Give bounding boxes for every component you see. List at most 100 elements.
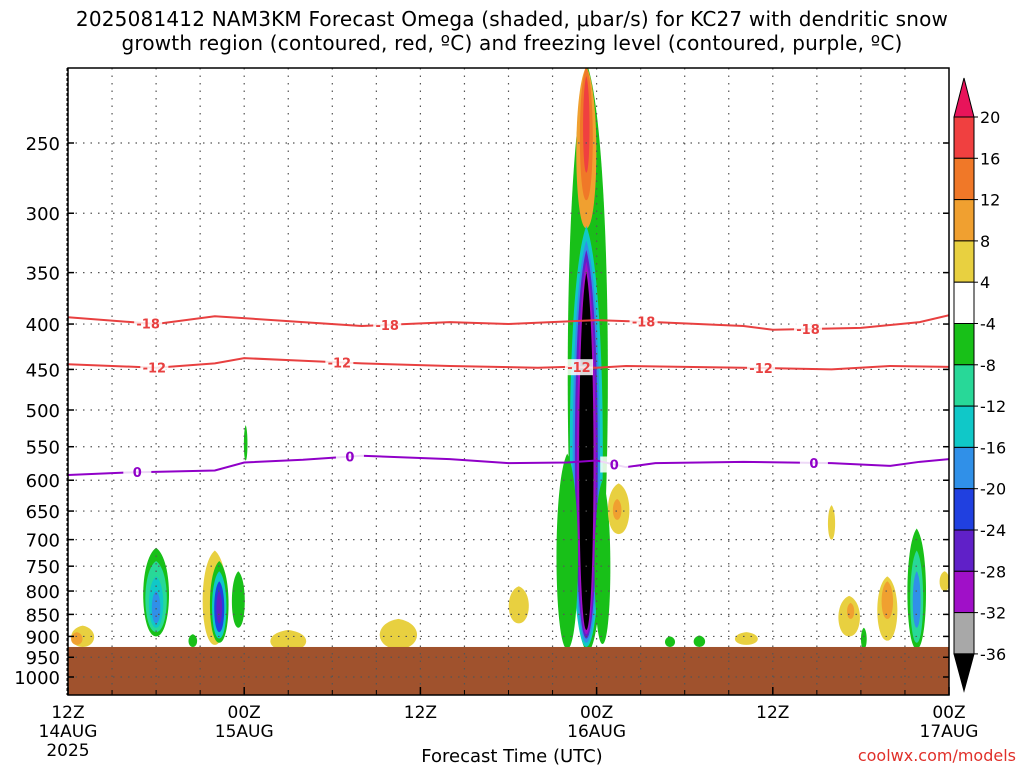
colorbar-label: -8 (980, 356, 996, 375)
y-tick-label-800: 800 (26, 582, 60, 603)
y-tick-label-400: 400 (26, 315, 60, 336)
colorbar-swatch-7 (953, 364, 975, 407)
x-tick-label-time: 12Z (756, 703, 789, 723)
colorbar-swatch-1 (953, 116, 975, 159)
y-tick-label-450: 450 (26, 360, 60, 381)
y-tick-label-500: 500 (26, 401, 60, 422)
y-tick-label-350: 350 (26, 264, 60, 285)
colorbar-bottom-arrow (953, 653, 975, 693)
chart-title-line-1: 2025081412 NAM3KM Forecast Omega (shaded… (75, 7, 949, 31)
chart-title-line-2: growth region (contoured, red, ºC) and f… (121, 31, 903, 55)
omega-cell-5-green (860, 627, 867, 650)
colorbar-swatch-8 (953, 405, 975, 448)
colorbar-swatch-5 (953, 281, 975, 325)
y-tick-label-250: 250 (26, 134, 60, 155)
omega-lobe-right (594, 480, 611, 645)
omega-fringe-8 (188, 634, 198, 647)
omega-cell-7-yellow (939, 571, 949, 592)
contour-label-bg (140, 359, 169, 376)
contour-label--12: -12 (328, 356, 352, 371)
omega-cell-1-sky (151, 591, 161, 624)
colorbar-swatch-9 (953, 446, 975, 490)
grid-layer (68, 68, 949, 695)
colorbar-label: 20 (980, 108, 1000, 127)
x-tick-label-time: 12Z (404, 703, 437, 723)
colorbar-label: 12 (980, 191, 1000, 210)
omega-fringe-4 (508, 586, 529, 624)
omega-cell-2-side (231, 571, 245, 628)
y-tick-label-600: 600 (26, 471, 60, 492)
terrain-below-surface (68, 646, 949, 695)
x-tick-label-date: 16AUG (567, 722, 626, 742)
omega-column-top-red (583, 75, 590, 173)
contour-label-0: 0 (809, 457, 818, 472)
omega-lobe-gold-right (612, 499, 622, 520)
colorbar-label: -20 (980, 480, 1006, 499)
y-tick-label-750: 750 (26, 557, 60, 578)
y-tick-label-900: 900 (26, 627, 60, 648)
omega-lobe-left (556, 453, 578, 650)
y-tick-label-550: 550 (26, 438, 60, 459)
x-tick-label-date: 17AUG (920, 722, 979, 742)
y-tick-label-850: 850 (26, 605, 60, 626)
colorbar-label: -36 (980, 645, 1006, 664)
contour-label-bg (564, 359, 593, 376)
omega-cell-4-gold (881, 581, 894, 619)
colorbar: 20 16 12 8 4 -4 -8 -12 -16 -20 -24 -28 -32 -36 (953, 77, 1006, 693)
contour-label--12: -12 (567, 361, 591, 376)
contour-label-bg (747, 360, 776, 377)
omega-fringe-3 (379, 618, 418, 650)
x-tick-label-date: 14AUG (39, 722, 98, 742)
contour-label--18: -18 (375, 319, 399, 334)
y-tick-label-950: 950 (26, 648, 60, 669)
contour-label-0: 0 (133, 466, 142, 481)
contour-label-bg (629, 313, 658, 330)
colorbar-label: -28 (980, 562, 1006, 581)
colorbar-label: -4 (980, 315, 996, 334)
contour--12 (68, 357, 949, 371)
omega-fringe-6 (664, 636, 676, 647)
axes-layer: 2503003504004505005506006507007508008509… (14, 67, 979, 761)
colorbar-label: -16 (980, 438, 1006, 457)
contour-label-0: 0 (610, 458, 619, 473)
site-credit: coolwx.com/models (857, 746, 1016, 765)
contour-label--18: -18 (796, 323, 820, 338)
colorbar-label: 4 (980, 273, 990, 292)
contour--18 (68, 314, 949, 331)
contour-label-bg (123, 464, 152, 481)
contour-label-bg (134, 315, 163, 332)
y-tick-label-700: 700 (26, 531, 60, 552)
contour-label-bg (335, 448, 364, 465)
y-tick-label-650: 650 (26, 502, 60, 523)
omega-fringe-2 (270, 629, 307, 652)
contour-label--18: -18 (632, 316, 656, 331)
x-tick-label-time: 00Z (932, 703, 965, 723)
colorbar-label: -32 (980, 604, 1006, 623)
colorbar-swatch-11 (953, 529, 975, 572)
contour-label-bg (373, 316, 402, 333)
contour-label--12: -12 (749, 362, 773, 377)
omega-fringe-5 (734, 632, 758, 645)
contour-label-bg (799, 454, 828, 471)
colorbar-swatch-6 (953, 323, 975, 366)
colorbar-swatch-4 (953, 240, 975, 283)
omega-speck (243, 425, 248, 461)
contour-label-bg (325, 354, 354, 371)
x-tick-label-date: 15AUG (215, 722, 274, 742)
colorbar-swatch-3 (953, 199, 975, 242)
colorbar-swatch-2 (953, 157, 975, 201)
contour-0 (68, 454, 949, 477)
contour-label--18: -18 (136, 317, 160, 332)
colorbar-swatch-10 (953, 488, 975, 531)
omega-shading-layer (68, 68, 949, 695)
omega-cell-3-sky (912, 571, 921, 628)
x-tick-label-time: 00Z (228, 703, 261, 723)
temperature-contour-layer: -18 -18 -18 -18 -12 -12 -12 -12 0 0 0 0 (68, 313, 949, 481)
colorbar-label: -12 (980, 397, 1006, 416)
omega-fringe-1-gold (71, 632, 83, 645)
colorbar-label: 16 (980, 149, 1000, 168)
contour-label-bg (600, 456, 629, 473)
colorbar-swatch-12 (953, 570, 975, 614)
y-tick-label-1000: 1000 (14, 668, 60, 689)
